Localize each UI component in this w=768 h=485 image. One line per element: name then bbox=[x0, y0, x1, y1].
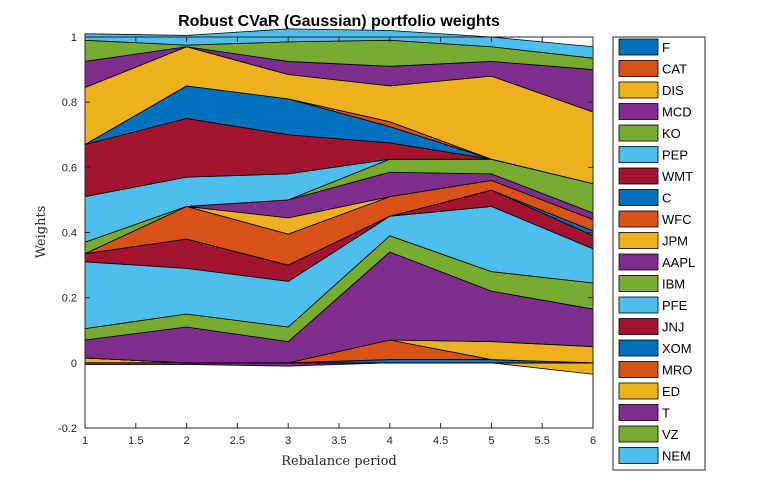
legend-swatch-vz bbox=[618, 425, 659, 443]
legend-swatch-xom bbox=[618, 339, 659, 357]
legend-swatch-dis bbox=[618, 81, 659, 99]
legend-swatch-pfe bbox=[618, 296, 659, 314]
legend-label-mcd: MCD bbox=[662, 105, 692, 120]
x-tick-label: 6 bbox=[590, 435, 596, 447]
x-tick-label: 2.5 bbox=[230, 435, 245, 447]
x-axis-label: Rebalance period bbox=[281, 454, 396, 469]
y-tick-label: 1 bbox=[71, 32, 77, 44]
legend-swatch-wfc bbox=[618, 210, 659, 228]
x-tick-label: 5 bbox=[488, 435, 494, 447]
y-tick-label: 0.6 bbox=[62, 162, 77, 174]
legend-label-pep: PEP bbox=[662, 148, 688, 163]
x-tick-label: 4.5 bbox=[433, 435, 448, 447]
x-tick-label: 4 bbox=[387, 435, 393, 447]
area-series-group bbox=[84, 28, 594, 375]
legend-swatch-nem bbox=[618, 447, 659, 464]
legend-label-vz: VZ bbox=[662, 427, 679, 442]
legend-label-jpm: JPM bbox=[662, 234, 688, 249]
y-tick-label: 0 bbox=[71, 358, 77, 370]
legend-label-ed: ED bbox=[662, 384, 680, 399]
legend-label-aapl: AAPL bbox=[662, 255, 695, 270]
x-axis-ticks: 1 1.5 2 2.5 3 3.5 4 4.5 5 5.5 6 bbox=[82, 37, 596, 447]
legend-label-t: T bbox=[662, 406, 670, 421]
legend-label-dis: DIS bbox=[662, 83, 684, 98]
legend-swatch-cat bbox=[618, 60, 659, 77]
legend-swatch-mro bbox=[618, 361, 659, 378]
legend: F CAT DIS MCD KO PEP WMT C WFC JPM AAPL IBM PFE JNJ XO… bbox=[612, 36, 706, 471]
legend-label-pfe: PFE bbox=[662, 298, 688, 313]
x-tick-label: 3 bbox=[285, 435, 291, 447]
legend-swatch-jpm bbox=[618, 232, 659, 249]
legend-label-nem: NEM bbox=[662, 449, 691, 464]
legend-swatch-aapl bbox=[618, 253, 659, 271]
legend-swatch-t bbox=[618, 404, 659, 421]
legend-swatch-ed bbox=[618, 382, 659, 400]
x-tick-label: 1.5 bbox=[128, 435, 143, 447]
legend-entries: F CAT DIS MCD KO PEP WMT C WFC JPM AAPL IBM PFE JNJ XO… bbox=[618, 38, 695, 464]
legend-swatch-pep bbox=[618, 146, 659, 163]
legend-label-cat: CAT bbox=[662, 62, 687, 77]
x-tick-label: 1 bbox=[82, 435, 88, 447]
legend-label-wfc: WFC bbox=[662, 212, 692, 227]
y-tick-label: 0.8 bbox=[62, 97, 77, 109]
legend-swatch-jnj bbox=[618, 318, 659, 335]
legend-swatch-c bbox=[618, 189, 659, 206]
y-axis-ticks: -0.2 0 0.2 0.4 0.6 0.8 1 bbox=[58, 32, 593, 435]
legend-label-wmt: WMT bbox=[662, 169, 693, 184]
y-tick-label: -0.2 bbox=[58, 423, 77, 435]
legend-swatch-mcd bbox=[618, 103, 659, 120]
legend-swatch-ko bbox=[618, 124, 659, 142]
x-tick-label: 3.5 bbox=[331, 435, 346, 447]
legend-swatch-ibm bbox=[618, 275, 659, 292]
legend-label-ko: KO bbox=[662, 126, 681, 141]
legend-label-jnj: JNJ bbox=[662, 320, 684, 335]
legend-label-c: C bbox=[662, 191, 671, 206]
y-axis-label: Weights bbox=[34, 206, 49, 259]
chart-title: Robust CVaR (Gaussian) portfolio weights bbox=[178, 13, 500, 30]
y-tick-label: 0.4 bbox=[62, 228, 77, 240]
legend-label-mro: MRO bbox=[662, 363, 692, 378]
legend-label-xom: XOM bbox=[662, 341, 692, 356]
x-tick-label: 5.5 bbox=[535, 435, 550, 447]
x-tick-label: 2 bbox=[184, 435, 190, 447]
legend-swatch-f bbox=[618, 38, 659, 56]
legend-label-f: F bbox=[662, 40, 670, 55]
legend-swatch-wmt bbox=[618, 167, 659, 185]
y-tick-label: 0.2 bbox=[62, 293, 77, 305]
legend-label-ibm: IBM bbox=[662, 277, 685, 292]
